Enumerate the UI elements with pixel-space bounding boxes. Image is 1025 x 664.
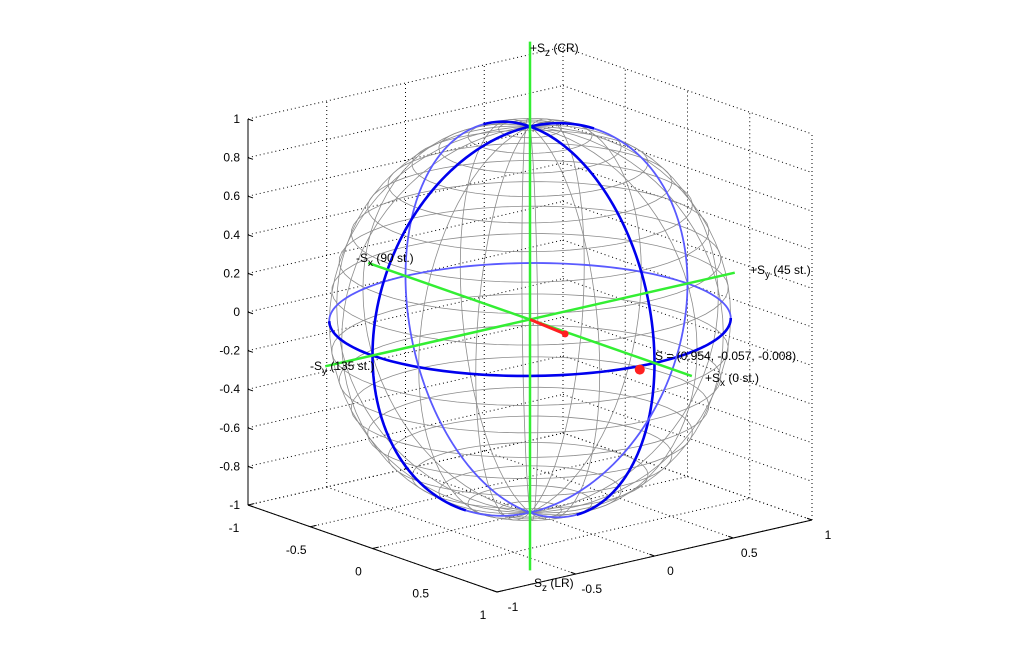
x-tick-label: -0.5 [286,543,307,557]
label-part: y [322,366,327,377]
label-part: (CR) [550,41,579,55]
state-point [634,364,645,375]
x-tick [247,503,255,506]
label-part: y [765,270,770,281]
label-part: (90 st.) [373,251,414,265]
z-tick-label: -0.6 [219,421,240,435]
axis-label-plus-sx: +Sx (0 st.) [705,371,759,389]
z-tick [247,350,254,353]
label-part: -S [310,359,322,373]
axis-label-plus-sy: +Sy (45 st.) [750,263,811,281]
meridian [329,126,531,513]
stokes-axes [324,41,736,571]
label-part: (LR) [547,576,574,590]
label-part: x [720,378,725,389]
label-part: +S [530,41,545,55]
state-arrow [529,318,566,336]
axis-label-minus-sy: -Sy (135 st.) [310,359,374,377]
arrow-head [561,330,569,338]
x-tick [434,568,442,571]
label-part: (0 st.) [725,371,759,385]
z-tick [247,388,254,392]
y-tick-label: 1 [825,528,832,542]
label-part: +S [750,263,765,277]
x-tick-label: 0 [355,565,362,579]
label-part: +S [705,371,720,385]
label-part: -S [356,251,368,265]
z-tick [247,234,254,238]
axis-label-plus-sz: +Sz (CR) [530,41,579,59]
axis-labels: S = (0.954, -0.057, -0.008)+Sz (CR)-Sz (… [310,41,811,594]
yz-great-circle [593,127,689,284]
y-tick-label: 0 [667,564,674,578]
x-tick-label: -1 [229,521,240,535]
y-tick [649,553,655,557]
x-tick-label: 1 [480,608,487,622]
z-tick-label: 0.4 [223,228,240,242]
axis-label-minus-sx: -Sx (90 st.) [356,251,414,269]
z-tick [247,272,254,276]
z-tick [247,427,254,431]
y-tick [491,589,498,593]
y-tick-label: -0.5 [581,582,602,596]
x-tick [310,524,317,528]
z-tick [247,157,254,160]
meridian [529,126,731,513]
z-tick-label: -1 [229,498,240,512]
z-tick [247,118,254,122]
y-tick-label: -1 [508,600,519,614]
equator-circle [327,320,655,378]
label-part: -S [530,576,542,590]
z-tick-label: 0.8 [223,151,240,165]
label-part: z [542,583,547,594]
tick-labels: -1 -0.8 -0.6 -0.4 -0.2 0 0.2 0.4 0.6 0.8 1 -1 -0.5 0 0… [219,112,831,622]
z-tick-label: 0 [233,305,240,319]
z-tick-label: -0.2 [219,344,240,358]
y-tick-label: 0.5 [741,546,758,560]
y-tick [728,535,734,539]
z-tick-label: -0.4 [219,382,240,396]
y-tick [806,517,813,521]
z-tick-label: 0.6 [223,189,240,203]
z-tick-label: 1 [233,112,240,126]
x-tick [496,590,504,593]
label-part: (135 st.) [327,359,374,373]
gridline [484,450,734,539]
yz-great-circle [465,283,689,517]
label-part: (45 st.) [770,263,811,277]
state-point-label: S = (0.954, -0.057, -0.008) [655,349,796,363]
x-tick [372,546,379,549]
z-tick [247,195,254,199]
z-tick [247,311,254,315]
z-tick [247,465,254,469]
yz-great-circle [371,121,595,512]
z-tick-label: 0.2 [223,266,240,280]
x-tick-label: 0.5 [412,586,429,600]
state-marks [529,318,645,375]
xz-great-circle [483,120,656,364]
y-tick [570,571,576,575]
axis-label-minus-sz: -Sz (LR) [530,576,574,594]
z-tick-label: -0.8 [219,459,240,473]
label-part: z [545,48,550,59]
xz-great-circle [576,362,656,516]
xz-great-circle [404,123,577,519]
label-part: x [368,258,373,269]
